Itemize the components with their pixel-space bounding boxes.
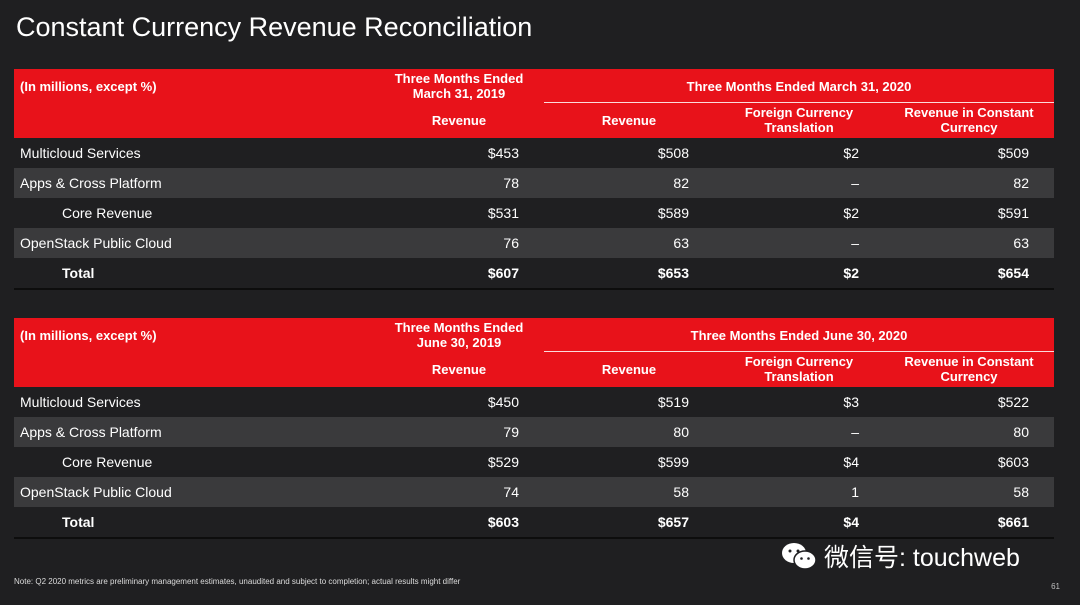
table-total-row: Total $603 $657 $4 $661	[14, 507, 1054, 539]
table-header: (In millions, except %) Three Months End…	[14, 318, 1054, 387]
row-label: Apps & Cross Platform	[20, 175, 162, 191]
cell-constant-currency: 80	[1013, 424, 1029, 440]
cell-constant-currency: $591	[997, 205, 1029, 221]
revenue-col: Revenue	[601, 362, 657, 377]
page-title: Constant Currency Revenue Reconciliation	[16, 12, 533, 42]
units-label: (In millions, except %)	[20, 328, 157, 343]
cell-fx: $4	[843, 514, 859, 530]
cell-revenue: $599	[657, 454, 689, 470]
prior-period-line1: Three Months Ended	[394, 71, 524, 86]
cell-constant-currency: $522	[997, 394, 1029, 410]
units-label: (In millions, except %)	[20, 79, 157, 94]
cell-prior-revenue: $531	[487, 205, 519, 221]
cell-constant-currency: $603	[997, 454, 1029, 470]
cell-prior-revenue: $453	[487, 145, 519, 161]
cell-fx: $2	[843, 145, 859, 161]
cc-line1: Revenue in Constant	[904, 354, 1034, 369]
cell-prior-revenue: 74	[503, 484, 519, 500]
table-row: Apps & Cross Platform 79 80 – 80	[14, 417, 1054, 447]
cell-constant-currency: 82	[1013, 175, 1029, 191]
cell-prior-revenue: $450	[487, 394, 519, 410]
prior-revenue-col: Revenue	[431, 362, 487, 377]
cell-revenue: 58	[673, 484, 689, 500]
cell-prior-revenue: 78	[503, 175, 519, 191]
fx-translation-col: Foreign Currency Translation	[724, 105, 874, 135]
cell-fx: $4	[843, 454, 859, 470]
table-row: Multicloud Services $450 $519 $3 $522	[14, 387, 1054, 417]
cell-revenue: $589	[657, 205, 689, 221]
cell-constant-currency: $661	[997, 514, 1029, 530]
cell-constant-currency: $654	[997, 265, 1029, 281]
cell-fx: $2	[843, 205, 859, 221]
row-label: OpenStack Public Cloud	[20, 235, 172, 251]
cell-prior-revenue: $607	[487, 265, 519, 281]
prior-period-header: Three Months Ended March 31, 2019	[384, 71, 534, 101]
fx-translation-col: Foreign Currency Translation	[724, 354, 874, 384]
table-row: Core Revenue $529 $599 $4 $603	[14, 447, 1054, 477]
cell-constant-currency: 58	[1013, 484, 1029, 500]
row-label: Total	[62, 514, 95, 530]
cell-revenue: $653	[657, 265, 689, 281]
prior-revenue-col: Revenue	[431, 113, 487, 128]
reconciliation-table-q1: (In millions, except %) Three Months End…	[14, 69, 1054, 290]
cell-prior-revenue: $603	[487, 514, 519, 530]
header-divider	[544, 351, 1054, 352]
cc-line2: Currency	[940, 120, 998, 135]
cell-fx: $2	[843, 265, 859, 281]
header-divider	[544, 102, 1054, 103]
table-row: Core Revenue $531 $589 $2 $591	[14, 198, 1054, 228]
cell-revenue: $519	[657, 394, 689, 410]
prior-period-line1: Three Months Ended	[394, 320, 524, 335]
cell-revenue: $508	[657, 145, 689, 161]
revenue-col: Revenue	[601, 113, 657, 128]
cell-constant-currency: 63	[1013, 235, 1029, 251]
cell-revenue: $657	[657, 514, 689, 530]
row-label: OpenStack Public Cloud	[20, 484, 172, 500]
row-label: Apps & Cross Platform	[20, 424, 162, 440]
prior-period-line2: June 30, 2019	[416, 335, 502, 350]
cell-revenue: 80	[673, 424, 689, 440]
prior-period-line2: March 31, 2019	[412, 86, 506, 101]
cell-prior-revenue: 76	[503, 235, 519, 251]
fx-line1: Foreign Currency	[744, 105, 854, 120]
footnote: Note: Q2 2020 metrics are preliminary ma…	[14, 577, 461, 586]
cell-fx: 1	[851, 484, 859, 500]
fx-line1: Foreign Currency	[744, 354, 854, 369]
cell-prior-revenue: $529	[487, 454, 519, 470]
cell-revenue: 82	[673, 175, 689, 191]
cc-line1: Revenue in Constant	[904, 105, 1034, 120]
row-label: Total	[62, 265, 95, 281]
table-row: Multicloud Services $453 $508 $2 $509	[14, 138, 1054, 168]
current-period-header: Three Months Ended June 30, 2020	[690, 328, 908, 343]
wechat-icon	[782, 543, 817, 570]
row-label: Core Revenue	[62, 454, 153, 470]
row-label: Multicloud Services	[20, 394, 141, 410]
wechat-watermark: 微信号: touchweb	[780, 538, 1020, 574]
table-header: (In millions, except %) Three Months End…	[14, 69, 1054, 138]
table-row: Apps & Cross Platform 78 82 – 82	[14, 168, 1054, 198]
table-row: OpenStack Public Cloud 76 63 – 63	[14, 228, 1054, 258]
row-label: Core Revenue	[62, 205, 153, 221]
current-period-header: Three Months Ended March 31, 2020	[686, 79, 912, 94]
cell-fx: $3	[843, 394, 859, 410]
fx-line2: Translation	[764, 120, 834, 135]
cc-line2: Currency	[940, 369, 998, 384]
cell-fx: –	[851, 424, 859, 440]
table-total-row: Total $607 $653 $2 $654	[14, 258, 1054, 290]
cell-revenue: 63	[673, 235, 689, 251]
constant-currency-col: Revenue in Constant Currency	[894, 354, 1044, 384]
cell-constant-currency: $509	[997, 145, 1029, 161]
cell-fx: –	[851, 175, 859, 191]
row-label: Multicloud Services	[20, 145, 141, 161]
cell-fx: –	[851, 235, 859, 251]
fx-line2: Translation	[764, 369, 834, 384]
page-number: 61	[1051, 582, 1060, 591]
cell-prior-revenue: 79	[503, 424, 519, 440]
constant-currency-col: Revenue in Constant Currency	[894, 105, 1044, 135]
prior-period-header: Three Months Ended June 30, 2019	[384, 320, 534, 350]
reconciliation-table-q2: (In millions, except %) Three Months End…	[14, 318, 1054, 539]
table-row: OpenStack Public Cloud 74 58 1 58	[14, 477, 1054, 507]
watermark-text: 微信号: touchweb	[824, 544, 1020, 572]
